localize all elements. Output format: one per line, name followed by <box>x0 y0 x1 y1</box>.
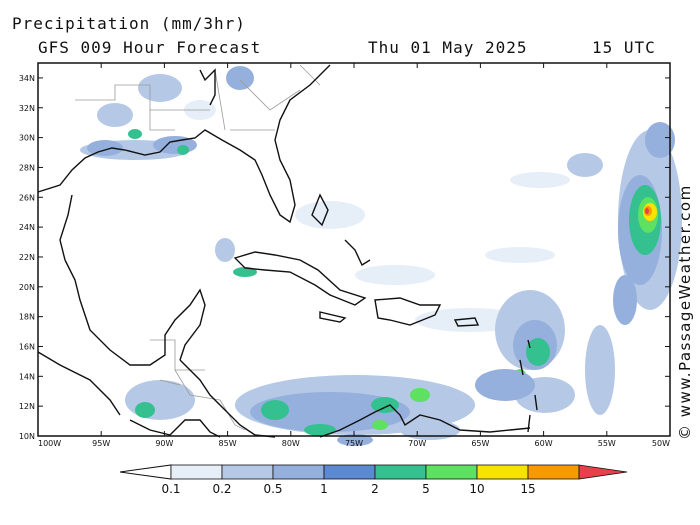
credit-text: © www.PassageWeather.com <box>676 184 694 440</box>
colorbar-label: 1 <box>320 482 328 496</box>
lon-tick-label: 75W <box>345 439 363 448</box>
lon-tick-label: 60W <box>535 439 553 448</box>
colorbar-segment <box>425 464 478 480</box>
lon-tick-label: 85W <box>219 439 237 448</box>
lat-tick-label: 34N <box>19 74 35 83</box>
colorbar-segment <box>374 464 427 480</box>
lat-tick-label: 26N <box>19 193 35 202</box>
lon-tick-label: 70W <box>408 439 426 448</box>
forecast-time: 15 UTC <box>592 38 656 57</box>
colorbar-segment <box>221 464 274 480</box>
lat-tick-label: 32N <box>19 104 35 113</box>
lat-tick-label: 10N <box>19 432 35 441</box>
lat-tick-label: 14N <box>19 372 35 381</box>
lat-tick-label: 24N <box>19 223 35 232</box>
colorbar: 0.1 0.2 0.5 1 2 5 10 15 <box>119 464 628 496</box>
colorbar-segment <box>323 464 376 480</box>
colorbar-segment <box>170 464 223 480</box>
colorbar-label: 0.1 <box>161 482 180 496</box>
lon-tick-label: 90W <box>155 439 173 448</box>
colorbar-label: 10 <box>469 482 484 496</box>
colorbar-segment <box>527 464 580 480</box>
forecast-subtitle: GFS 009 Hour Forecast <box>38 38 262 57</box>
lat-tick-label: 18N <box>19 313 35 322</box>
political-borders <box>75 64 321 431</box>
lon-tick-label: 80W <box>282 439 300 448</box>
lon-tick-label: 50W <box>652 439 670 448</box>
colorbar-label: 15 <box>520 482 535 496</box>
lon-tick-label: 55W <box>598 439 616 448</box>
forecast-date: Thu 01 May 2025 <box>368 38 528 57</box>
map-title: Precipitation (mm/3hr) <box>12 14 246 33</box>
lat-tick-label: 22N <box>19 253 35 262</box>
colorbar-label: 5 <box>422 482 430 496</box>
colorbar-label: 0.2 <box>212 482 231 496</box>
precipitation-field <box>80 66 682 446</box>
colorbar-max-arrow <box>578 464 628 480</box>
lat-tick-label: 20N <box>19 283 35 292</box>
lat-tick-label: 30N <box>19 134 35 143</box>
colorbar-label: 2 <box>371 482 379 496</box>
colorbar-label: 0.5 <box>263 482 282 496</box>
lat-tick-label: 12N <box>19 402 35 411</box>
lon-tick-label: 100W <box>38 439 61 448</box>
lon-tick-label: 95W <box>92 439 110 448</box>
lat-tick-label: 28N <box>19 163 35 172</box>
lat-tick-label: 16N <box>19 342 35 351</box>
lon-tick-label: 65W <box>471 439 489 448</box>
colorbar-segment <box>272 464 325 480</box>
colorbar-segment <box>476 464 529 480</box>
